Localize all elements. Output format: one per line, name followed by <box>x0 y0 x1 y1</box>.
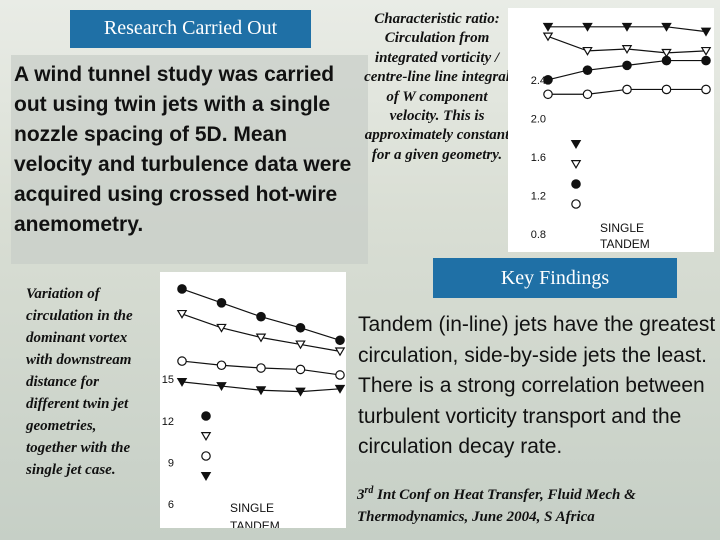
data-point <box>295 364 306 375</box>
legend-symbol <box>200 432 212 441</box>
data-point <box>295 387 306 397</box>
data-point <box>334 347 346 357</box>
data-point <box>176 377 188 387</box>
data-point <box>543 89 553 100</box>
conference-citation: 3rd Int Conf on Heat Transfer, Fluid Mec… <box>357 484 717 528</box>
key-findings-header: Key Findings <box>433 258 677 298</box>
data-point <box>334 384 346 394</box>
data-point <box>255 386 267 396</box>
y-tick-label: 2.0 <box>531 113 546 125</box>
key-findings-text: Tandem (in-line) jets have the greatest … <box>358 313 716 458</box>
data-point <box>622 60 632 71</box>
data-point <box>621 22 633 32</box>
data-point <box>255 333 267 343</box>
data-point <box>176 309 188 319</box>
y-tick-label: 1.6 <box>531 152 546 164</box>
legend-symbol <box>570 140 582 149</box>
data-point <box>256 311 266 322</box>
data-point <box>543 75 553 85</box>
y-tick-label: 0.8 <box>531 229 546 241</box>
legend-label: SINGLE <box>600 221 644 235</box>
data-point <box>216 323 227 333</box>
conference-ordinal: 3 <box>357 487 365 503</box>
data-point <box>216 298 227 308</box>
intro-panel <box>11 55 368 264</box>
circulation-chart: 15 12 9 6 SINGLE TANDEM <box>160 272 346 528</box>
y-tick-label: 9 <box>168 457 174 469</box>
data-point <box>177 284 187 294</box>
data-point <box>335 370 345 380</box>
data-point <box>582 46 593 56</box>
data-point <box>661 48 672 58</box>
data-point <box>542 32 554 42</box>
research-header-title: Research Carried Out <box>103 17 278 39</box>
data-point <box>661 84 672 95</box>
ratio-description: Characteristic ratio: Circulation from i… <box>364 11 510 163</box>
data-point <box>335 335 345 346</box>
circulation-chart-svg: 15 12 9 6 SINGLE TANDEM <box>162 284 346 528</box>
data-point <box>622 84 632 95</box>
legend-label: SINGLE <box>230 501 274 515</box>
legend-symbol <box>570 160 582 169</box>
legend-symbol <box>571 179 581 189</box>
legend-label: TANDEM <box>600 237 650 251</box>
data-point <box>621 45 633 54</box>
data-point <box>701 55 711 66</box>
legend-symbol <box>571 199 581 209</box>
data-point <box>700 46 712 56</box>
data-point <box>177 356 187 366</box>
conference-ordinal-suffix: rd <box>364 485 374 496</box>
data-point <box>216 382 227 392</box>
data-point <box>700 27 712 37</box>
y-tick-label: 1.2 <box>531 190 546 202</box>
y-tick-label: 15 <box>162 374 174 386</box>
data-point <box>582 22 593 32</box>
conference-text: Int Conf on Heat Transfer, Fluid Mech & … <box>357 487 636 525</box>
legend-symbol <box>201 411 211 421</box>
data-point <box>295 322 306 333</box>
characteristic-ratio-chart-svg: 2.4 2.0 1.6 1.2 0.8 SINGLE TANDEM <box>531 22 712 251</box>
data-point <box>216 360 227 371</box>
legend-symbol <box>200 472 212 481</box>
data-point <box>582 65 593 75</box>
key-findings-title: Key Findings <box>500 267 610 289</box>
data-point <box>542 22 554 32</box>
y-tick-label: 12 <box>162 416 174 428</box>
data-point <box>295 340 306 350</box>
data-point <box>256 363 266 373</box>
research-header: Research Carried Out <box>70 10 311 48</box>
characteristic-ratio-chart: 2.4 2.0 1.6 1.2 0.8 SINGLE TANDEM <box>508 8 714 252</box>
intro-text: A wind tunnel study was carried out usin… <box>14 63 352 236</box>
legend-symbol <box>201 451 211 461</box>
legend-label: TANDEM <box>230 519 280 528</box>
data-point <box>661 22 672 32</box>
data-point <box>701 84 711 95</box>
y-tick-label: 2.4 <box>531 75 546 87</box>
data-point <box>661 55 672 66</box>
y-tick-label: 6 <box>168 499 174 511</box>
data-point <box>582 89 593 100</box>
variation-description: Variation of circulation in the dominant… <box>26 286 133 478</box>
